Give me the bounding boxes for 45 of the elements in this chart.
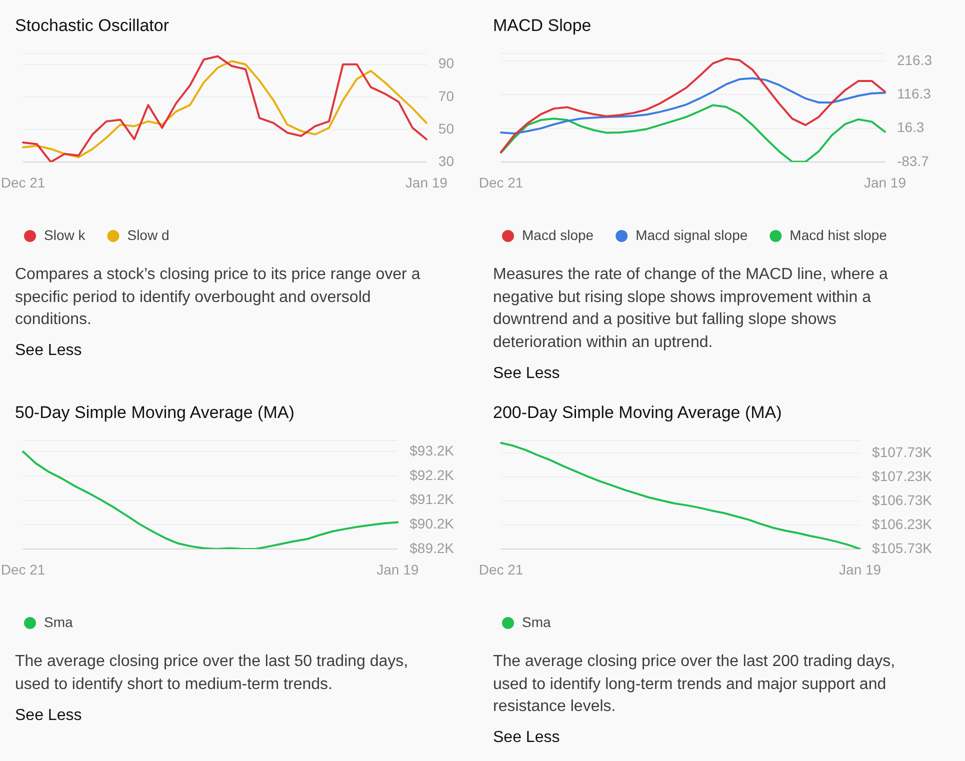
chart-title: 50-Day Simple Moving Average (MA) (15, 402, 294, 424)
y-tick-label: 50 (438, 120, 454, 136)
legend-label: Slow d (127, 226, 170, 243)
legend-label: Sma (44, 614, 73, 630)
x-tick-label: Jan 19 (405, 174, 448, 190)
y-tick-label: 90 (438, 55, 454, 72)
y-tick-label: 30 (438, 152, 454, 169)
y-tick-label: $92.2K (410, 466, 455, 483)
text: The average closing price over the last 50 trading days, used to identify short to medium-term trends. (15, 652, 410, 694)
y-tick-label: 70 (438, 88, 454, 104)
text: See Less (493, 728, 561, 748)
y-tick-label: 216.3 (896, 52, 932, 68)
y-tick-label: 16.3 (896, 119, 924, 136)
chart-title: Stochastic Oscillator (15, 15, 169, 37)
text: The average closing price over the last 200 trading days, used to identify long-term trends and major support and resistance levels. (493, 652, 896, 717)
legend-label: Macd hist slope (790, 226, 888, 243)
y-tick-label: $105.73K (872, 540, 933, 556)
x-tick-label: Jan 19 (864, 174, 906, 190)
y-tick-label: 116.3 (896, 86, 932, 102)
x-tick-label: Dec 21 (0, 561, 46, 578)
x-tick-label: Dec 21 (0, 174, 46, 190)
legend-label: Macd signal slope (636, 226, 748, 243)
text: See Less (15, 341, 83, 361)
y-tick-label: $106.23K (872, 516, 933, 532)
y-tick-label: $90.2K (410, 516, 455, 532)
y-tick-label: $107.73K (872, 444, 933, 460)
y-tick-label: $106.73K (872, 492, 933, 508)
text: Measures the rate of change of the MACD line, where a negative but rising slope shows improvement within a downtrend and a positive but falling slope shows deterioration within an uptrend. (493, 265, 889, 352)
x-tick-label: Dec 21 (478, 561, 524, 578)
chart-title: 200-Day Simple Moving Average (MA) (493, 402, 782, 424)
text: See Less (493, 364, 561, 384)
y-tick-label: $91.2K (410, 491, 455, 508)
text: Compares a stock’s closing price to its price range over a specific period to identify overbought and oversold conditions. (15, 265, 422, 330)
legend-label: Macd slope (522, 226, 594, 243)
y-tick-label: $107.23K (872, 468, 933, 484)
y-tick-label: $93.2K (410, 442, 455, 459)
x-tick-label: Jan 19 (376, 561, 419, 578)
y-tick-label: $89.2K (410, 540, 455, 556)
x-tick-label: Jan 19 (839, 561, 882, 578)
y-tick-label: -83.7 (896, 152, 930, 169)
chart-title: MACD Slope (493, 15, 592, 37)
legend-label: Slow k (44, 226, 86, 243)
legend-label: Sma (522, 614, 551, 630)
x-tick-label: Dec 21 (478, 174, 524, 190)
text: See Less (15, 706, 83, 726)
